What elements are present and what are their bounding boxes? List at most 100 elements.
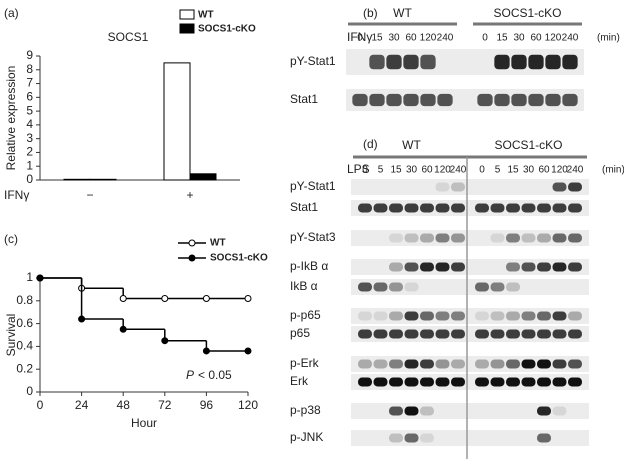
blot-band [537, 233, 551, 243]
timepoint-label: 15 [371, 33, 383, 44]
row-label: p-p38 [290, 403, 321, 417]
blot-band [506, 262, 520, 272]
blot-band [451, 329, 465, 339]
blot-band [537, 311, 551, 321]
blot-band [420, 311, 434, 321]
blot-band [373, 329, 388, 339]
blot-band [506, 282, 520, 292]
blot-band [404, 433, 419, 443]
blot-band [404, 406, 419, 416]
blot-band [490, 377, 505, 387]
bar [63, 178, 91, 181]
blot-band [358, 203, 372, 213]
annotation: P < 0.05 [186, 368, 232, 382]
treatment-label: LPS [347, 162, 370, 176]
timepoint-label: 30 [513, 33, 525, 44]
blot-band [506, 377, 520, 387]
blot-band [389, 406, 403, 416]
chart-title: SOCS1 [108, 30, 149, 44]
blot-band [568, 233, 582, 243]
blot-band [490, 233, 505, 243]
blot-band [568, 329, 582, 339]
blot-band [389, 329, 403, 339]
blot-band [506, 359, 520, 369]
blot-band [373, 377, 388, 387]
blot-band [373, 359, 388, 369]
legend-swatch [179, 23, 195, 34]
blot-band [475, 359, 489, 369]
blot-band [490, 329, 505, 339]
blot-background [351, 179, 589, 195]
y-tick-label: 8 [26, 62, 33, 76]
blot-band [521, 203, 536, 213]
blot-band [511, 93, 527, 107]
legend-label: WT [210, 238, 226, 249]
x-tick-label: 72 [158, 398, 172, 412]
timepoint-label: 0 [357, 33, 363, 44]
row-label: pY-Stat3 [290, 230, 336, 244]
timepoint-label: 5 [495, 165, 501, 176]
blot-band [373, 282, 388, 292]
blot-band [475, 311, 489, 321]
blot-band [389, 433, 403, 443]
legend-marker [188, 254, 196, 262]
y-tick-label: 0 [26, 172, 33, 186]
blot-band [552, 377, 567, 387]
blot-band [420, 233, 434, 243]
blot-band [435, 311, 450, 321]
blot-band [404, 262, 419, 272]
x-tick-label: − [86, 188, 93, 202]
blot-band [506, 233, 520, 243]
blot-band [537, 406, 551, 416]
bar [189, 173, 217, 181]
blot-band [552, 182, 567, 192]
row-label: pY-Stat1 [290, 54, 336, 68]
row-label: p65 [290, 326, 310, 340]
timepoint-label: 15 [390, 165, 402, 176]
y-axis-label: Survival [4, 314, 18, 357]
blot-band [420, 406, 434, 416]
timepoint-label: 120 [545, 33, 562, 44]
panel-label: (d) [363, 137, 378, 151]
blot-band [568, 203, 582, 213]
blot-band [404, 282, 419, 292]
blot-band [451, 311, 465, 321]
blot-band [451, 182, 465, 192]
group-label: WT [393, 6, 412, 20]
annotation-italic: P [186, 368, 194, 382]
blot-band [521, 329, 536, 339]
blot-band [435, 377, 450, 387]
survival-point [36, 274, 44, 282]
blot-band [404, 329, 419, 339]
blot-band [451, 203, 465, 213]
blot-band [562, 93, 578, 107]
blot-band [389, 262, 403, 272]
timepoint-label: 120 [434, 165, 451, 176]
blot-band [568, 377, 582, 387]
blot-band [475, 329, 489, 339]
blot-band [490, 311, 505, 321]
blot-band [568, 182, 582, 192]
panel-label: (b) [363, 6, 378, 20]
blot-band [369, 54, 385, 70]
blot-band [451, 262, 465, 272]
blot-background [346, 49, 584, 75]
blot-band [404, 359, 419, 369]
timepoint-label: 0 [479, 165, 485, 176]
blot-band [545, 93, 561, 107]
blot-band [552, 262, 567, 272]
blot-band [521, 359, 536, 369]
blot-band [537, 329, 551, 339]
blot-band [389, 377, 403, 387]
row-label: p-IkB α [290, 259, 328, 273]
blot-band [521, 233, 536, 243]
survival-point [161, 295, 169, 303]
timepoint-label: 120 [420, 33, 437, 44]
blot-band [521, 262, 536, 272]
blot-background [351, 430, 589, 446]
blot-band [475, 282, 489, 292]
x-tick-label: 120 [238, 398, 258, 412]
panel-label: (a) [4, 6, 19, 20]
blot-band [506, 203, 520, 213]
